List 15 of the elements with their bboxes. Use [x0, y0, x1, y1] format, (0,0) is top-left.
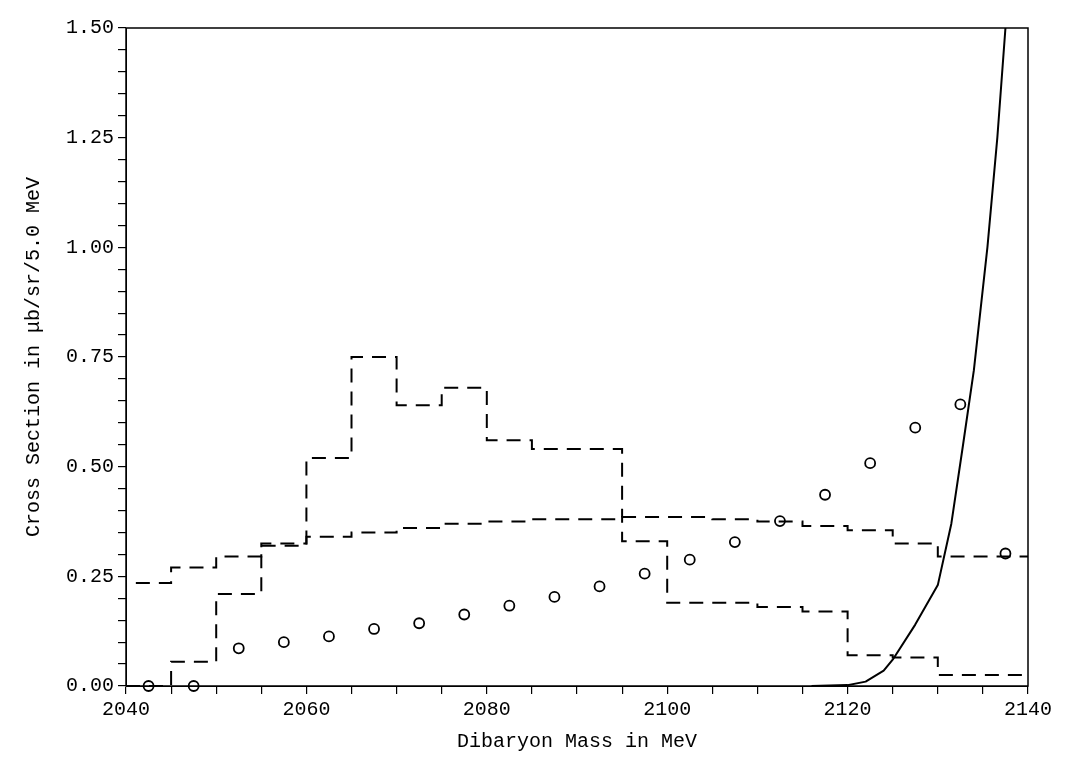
y-tick-label: 0.75: [65, 345, 115, 369]
y-tick-label: 1.50: [65, 16, 115, 40]
y-tick-label: 0.50: [65, 454, 115, 478]
y-tick-label: 0.25: [65, 564, 115, 588]
x-tick-label: 2120: [823, 698, 872, 722]
y-tick-label: 1.25: [65, 125, 115, 149]
y-tick-label: 0.00: [65, 674, 115, 698]
y-tick-label: 1.00: [65, 235, 115, 259]
x-tick-label: 2080: [462, 698, 511, 722]
x-tick-label: 2060: [282, 698, 331, 722]
x-axis-title: Dibaryon Mass in MeV: [456, 730, 698, 754]
y-axis-title: Cross Section in μb/sr/5.0 MeV: [22, 176, 46, 538]
x-tick-label: 2100: [643, 698, 692, 722]
x-tick-label: 2140: [1003, 698, 1053, 722]
x-tick-label: 2040: [102, 698, 151, 722]
